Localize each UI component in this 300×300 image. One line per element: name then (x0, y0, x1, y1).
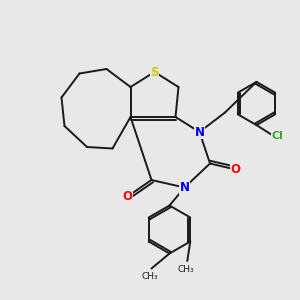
Text: S: S (150, 65, 159, 79)
Text: CH₃: CH₃ (178, 265, 194, 274)
Text: CH₃: CH₃ (142, 272, 158, 281)
Text: N: N (179, 181, 190, 194)
Text: O: O (230, 163, 241, 176)
Text: Cl: Cl (272, 130, 284, 141)
Text: O: O (122, 190, 133, 203)
Text: N: N (194, 125, 205, 139)
